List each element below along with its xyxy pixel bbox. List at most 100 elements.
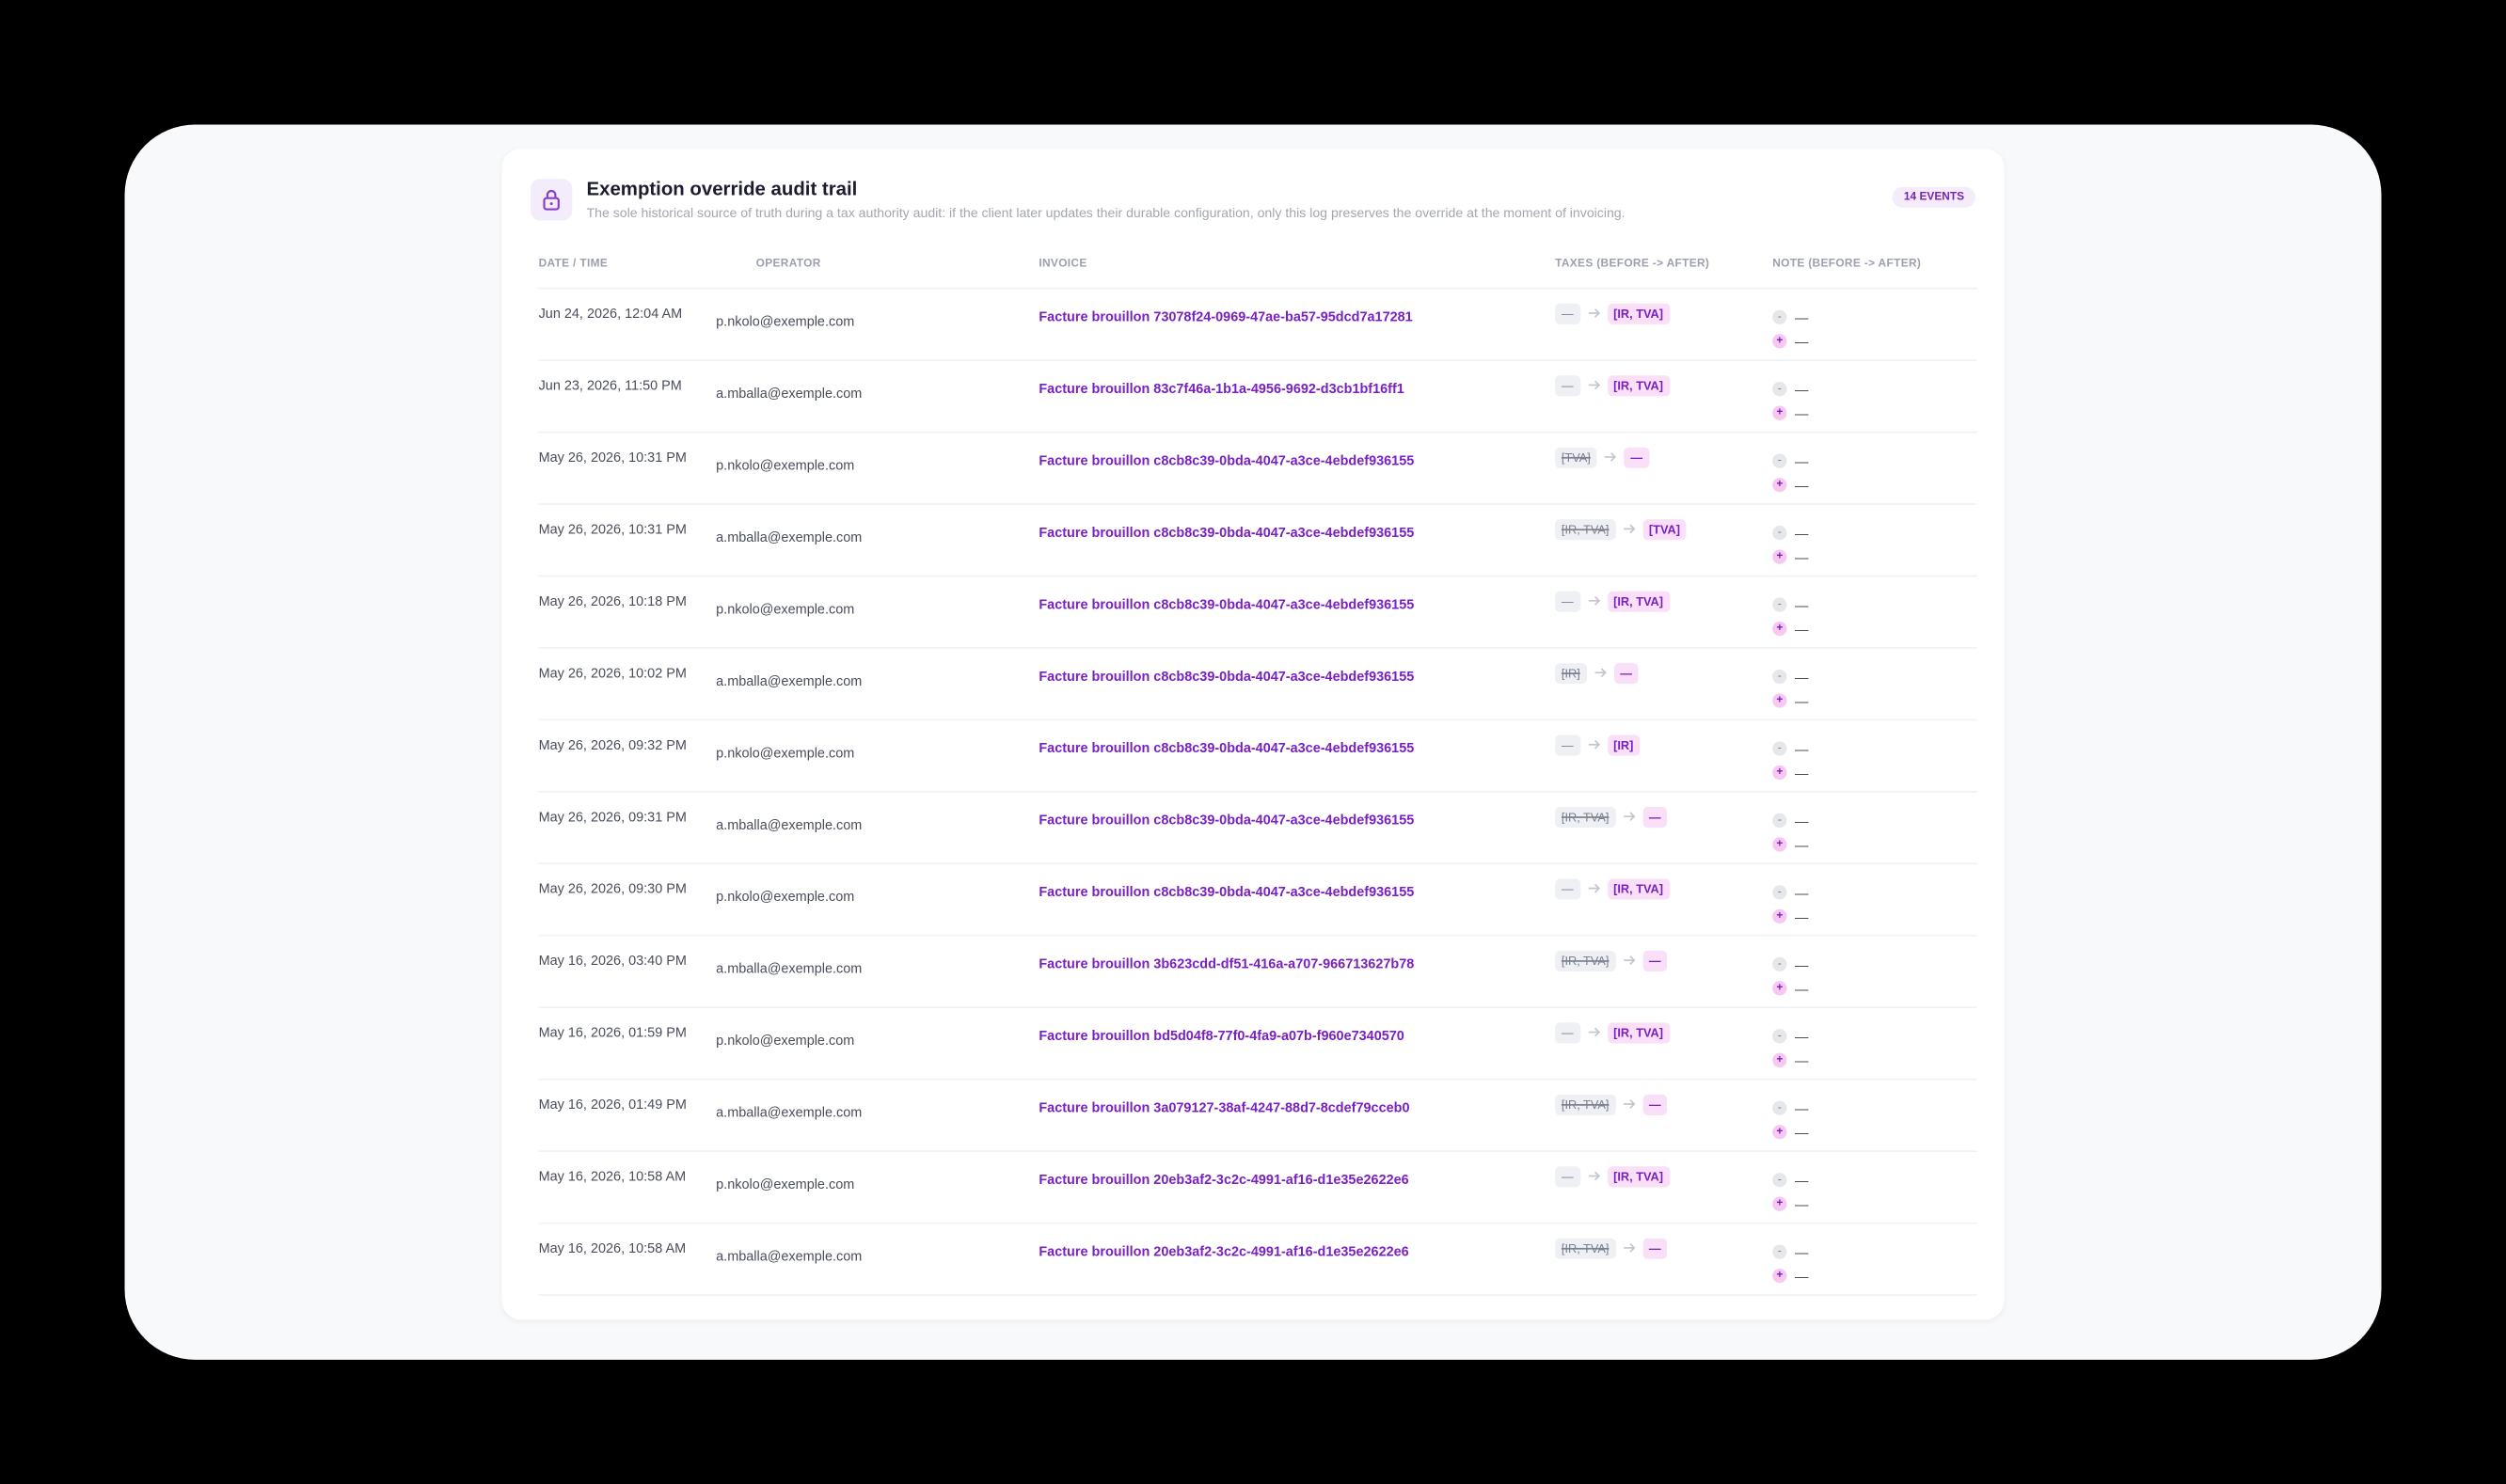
arrow-icon <box>1593 666 1607 682</box>
arrow-icon <box>1586 593 1600 609</box>
invoice-link[interactable]: Facture brouillon c8cb8c39-0bda-4047-a3c… <box>1039 595 1415 612</box>
column-header: INVOICE <box>1039 259 1087 271</box>
invoice-link[interactable]: Facture brouillon bd5d04f8-77f0-4fa9-a07… <box>1039 1027 1404 1044</box>
note-line: + — <box>1772 545 1808 568</box>
arrow-icon <box>1586 881 1600 897</box>
note-after: — <box>1794 692 1809 709</box>
tax-after: [IR, TVA] <box>1607 1166 1670 1188</box>
note-before: — <box>1794 525 1809 542</box>
invoice-link[interactable]: Facture brouillon c8cb8c39-0bda-4047-a3c… <box>1039 451 1415 468</box>
invoice-link[interactable]: Facture brouillon 73078f24-0969-47ae-ba5… <box>1039 308 1413 324</box>
note-before: — <box>1794 669 1809 686</box>
audit-row: May 16, 2026, 10:58 AM p.nkolo@exemple.co… <box>538 1152 1977 1224</box>
note-after: — <box>1794 477 1809 494</box>
invoice-link[interactable]: Facture brouillon c8cb8c39-0bda-4047-a3c… <box>1039 668 1415 685</box>
tax-before: — <box>1555 303 1580 324</box>
arrow-icon <box>1622 953 1636 969</box>
tax-before: — <box>1555 375 1580 397</box>
note-line: + — <box>1772 1049 1808 1072</box>
date: May 16, 2026, 01:49 PM <box>538 1096 687 1113</box>
arrow-icon <box>1586 1169 1600 1185</box>
tax-after: — <box>1642 806 1668 829</box>
tax-after: [IR, TVA] <box>1607 1022 1670 1044</box>
notes: - — + — <box>1772 953 1808 1001</box>
note-line: - — <box>1772 306 1808 329</box>
event-count: 14 EVENTS <box>1893 186 1975 208</box>
note-after: — <box>1794 1195 1809 1212</box>
invoice-link[interactable]: Facture brouillon c8cb8c39-0bda-4047-a3c… <box>1039 883 1415 900</box>
after-marker: + <box>1772 621 1787 637</box>
note-line: + — <box>1772 905 1808 928</box>
notes: - — + — <box>1772 377 1808 425</box>
note-after: — <box>1794 908 1809 924</box>
invoice-link[interactable]: Facture brouillon c8cb8c39-0bda-4047-a3c… <box>1039 739 1415 756</box>
invoice-link[interactable]: Facture brouillon 20eb3af2-3c2c-4991-af1… <box>1039 1171 1409 1188</box>
note-before: — <box>1794 1172 1809 1189</box>
taxes: — [IR, TVA] <box>1555 1166 1670 1188</box>
audit-row: Jun 23, 2026, 11:50 PM a.mballa@exemple.c… <box>538 361 1977 434</box>
invoice-link[interactable]: Facture brouillon 83c7f46a-1b1a-4956-969… <box>1039 380 1404 397</box>
title: Exemption override audit trail <box>586 177 858 200</box>
tax-after: — <box>1642 1238 1668 1259</box>
note-line: - — <box>1772 1239 1808 1263</box>
invoice-link[interactable]: Facture brouillon 20eb3af2-3c2c-4991-af1… <box>1039 1242 1409 1259</box>
invoice-link[interactable]: Facture brouillon 3a079127-38af-4247-88d… <box>1039 1098 1410 1115</box>
operator: p.nkolo@exemple.com <box>716 313 855 329</box>
invoice-link[interactable]: Facture brouillon c8cb8c39-0bda-4047-a3c… <box>1039 812 1415 829</box>
tax-before: [IR, TVA] <box>1555 1238 1616 1259</box>
table-header: DATE / TIME OPERATOR INVOICE TAXES (BEFO… <box>538 259 1977 290</box>
notes: - — + — <box>1772 736 1808 784</box>
audit-row: May 26, 2026, 09:30 PM p.nkolo@exemple.co… <box>538 864 1977 937</box>
audit-row: Jun 24, 2026, 12:04 AM p.nkolo@exemple.co… <box>538 290 1977 361</box>
after-marker: + <box>1772 765 1787 781</box>
note-after: — <box>1794 980 1809 997</box>
date: May 26, 2026, 09:31 PM <box>538 808 687 825</box>
invoice-link[interactable]: Facture brouillon c8cb8c39-0bda-4047-a3c… <box>1039 524 1415 541</box>
taxes: — [IR] <box>1555 734 1641 756</box>
tax-before: [IR, TVA] <box>1555 1094 1616 1115</box>
after-marker: + <box>1772 1269 1787 1284</box>
note-line: + — <box>1772 1192 1808 1215</box>
before-marker: - <box>1772 597 1787 612</box>
notes: - — + — <box>1772 521 1808 569</box>
taxes: — [IR, TVA] <box>1555 1022 1670 1044</box>
invoice-link[interactable]: Facture brouillon 3b623cdd-df51-416a-a70… <box>1039 955 1415 971</box>
audit-row: May 16, 2026, 01:59 PM p.nkolo@exemple.co… <box>538 1008 1977 1081</box>
note-line: - — <box>1772 665 1808 688</box>
date: May 26, 2026, 10:18 PM <box>538 592 687 609</box>
before-marker: - <box>1772 1173 1787 1188</box>
taxes: — [IR, TVA] <box>1555 303 1670 324</box>
date: May 26, 2026, 10:31 PM <box>538 520 687 537</box>
notes: - — + — <box>1772 1097 1808 1145</box>
operator: a.mballa@exemple.com <box>716 529 863 545</box>
before-marker: - <box>1772 309 1787 324</box>
taxes: [IR, TVA] — <box>1555 1238 1668 1259</box>
tax-after: [IR, TVA] <box>1607 303 1670 324</box>
operator: p.nkolo@exemple.com <box>716 456 855 473</box>
before-marker: - <box>1772 956 1787 971</box>
audit-row: May 26, 2026, 10:31 PM p.nkolo@exemple.co… <box>538 433 1977 505</box>
after-marker: + <box>1772 1196 1787 1211</box>
before-marker: - <box>1772 1029 1787 1044</box>
note-line: - — <box>1772 521 1808 545</box>
taxes: [IR, TVA] — <box>1555 950 1668 971</box>
audit-row: May 26, 2026, 09:32 PM p.nkolo@exemple.co… <box>538 720 1977 793</box>
note-line: - — <box>1772 809 1808 832</box>
taxes: [IR, TVA] — <box>1555 1094 1668 1115</box>
note-before: — <box>1794 596 1809 613</box>
note-after: — <box>1794 404 1809 421</box>
tax-after: [IR, TVA] <box>1607 591 1670 612</box>
after-marker: + <box>1772 1125 1787 1140</box>
note-line: - — <box>1772 1168 1808 1192</box>
operator: p.nkolo@exemple.com <box>716 744 855 761</box>
tax-after: [IR, TVA] <box>1607 878 1670 900</box>
date: May 26, 2026, 10:02 PM <box>538 664 687 681</box>
arrow-icon <box>1622 1097 1636 1113</box>
note-line: - — <box>1772 736 1808 760</box>
date: May 16, 2026, 10:58 AM <box>538 1239 687 1256</box>
before-marker: - <box>1772 813 1787 829</box>
arrow-icon <box>1586 1025 1600 1041</box>
taxes: — [IR, TVA] <box>1555 375 1670 397</box>
audit-row: May 16, 2026, 10:58 AM a.mballa@exemple.c… <box>538 1224 1977 1296</box>
column-header: DATE / TIME <box>538 259 609 271</box>
